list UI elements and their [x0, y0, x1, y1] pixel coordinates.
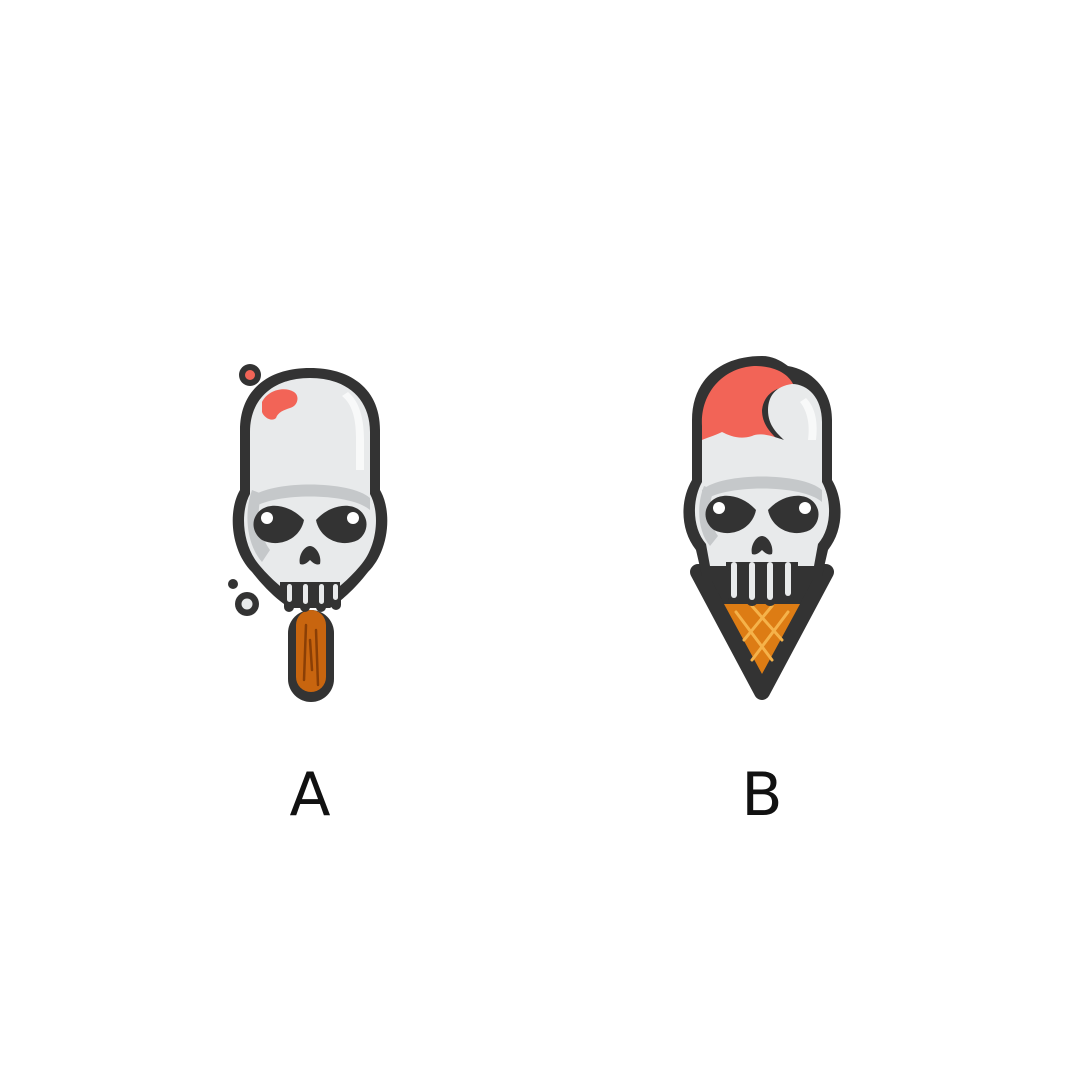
wooden-stick-icon: [288, 610, 334, 702]
option-label: A: [289, 760, 331, 830]
skull-eyes: [253, 505, 367, 544]
option-a[interactable]: A: [160, 340, 460, 860]
skull-nose: [299, 546, 321, 565]
skull-ice-cream-cone-icon: [683, 356, 841, 700]
skull-teeth: [726, 562, 798, 606]
skull-popsicle-icon: [228, 364, 388, 702]
red-scoop-icon: [701, 366, 794, 440]
red-drip-icon: [262, 389, 298, 420]
option-label: B: [741, 760, 783, 830]
bubble-icon: [245, 370, 255, 380]
skull-eyes: [705, 495, 819, 534]
bubble-icon: [241, 598, 253, 610]
skull-teeth: [280, 582, 341, 612]
bubble-icon: [228, 579, 238, 589]
option-b[interactable]: B: [612, 340, 912, 860]
skull-nose: [751, 536, 773, 555]
